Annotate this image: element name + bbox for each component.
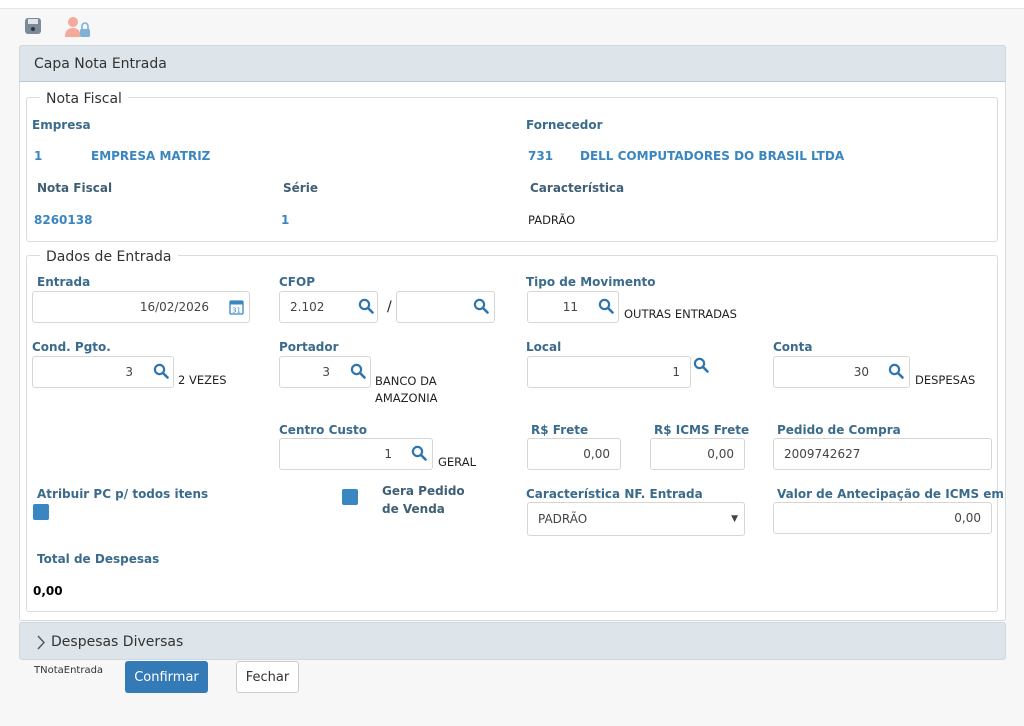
nota-fiscal-legend: Nota Fiscal <box>40 91 128 107</box>
cond-pgto-desc: 2 VEZES <box>178 373 227 387</box>
user-lock-icon[interactable] <box>64 16 92 38</box>
antecipacao-input[interactable]: 0,00 <box>773 502 992 534</box>
dados-entrada-legend: Dados de Entrada <box>40 249 178 265</box>
nota-value: 8260138 <box>34 213 93 227</box>
empresa-label: Empresa <box>32 118 91 132</box>
centro-custo-label: Centro Custo <box>279 423 368 437</box>
caracteristica-nf-selected: PADRÃO <box>538 512 588 526</box>
search-icon[interactable] <box>473 298 489 314</box>
caracteristica-label: Característica <box>530 181 625 195</box>
fornecedor-name: DELL COMPUTADORES DO BRASIL LTDA <box>580 149 845 163</box>
cfop-separator: / <box>387 299 392 315</box>
caracteristica-nf-select[interactable]: PADRÃO ▼ <box>527 502 745 536</box>
despesas-diversas-header[interactable] <box>19 622 1006 660</box>
caracteristica-nf-label: Característica NF. Entrada <box>526 487 703 501</box>
svg-text:31: 31 <box>232 307 241 315</box>
confirm-button[interactable]: Confirmar <box>125 661 208 693</box>
nota-label: Nota Fiscal <box>37 181 113 195</box>
cfop-label: CFOP <box>279 275 315 289</box>
fornecedor-label: Fornecedor <box>526 118 603 132</box>
icms-frete-label: R$ ICMS Frete <box>654 423 750 437</box>
atribuir-pc-label: Atribuir PC p/ todos itens <box>37 487 209 501</box>
search-icon[interactable] <box>358 298 374 314</box>
frete-label: R$ Frete <box>531 423 589 437</box>
search-icon[interactable] <box>350 363 366 379</box>
entrada-date-input[interactable]: 16/02/2026 <box>32 291 250 323</box>
cond-pgto-input[interactable]: 3 <box>32 356 174 388</box>
search-icon[interactable] <box>153 363 169 379</box>
serie-value: 1 <box>281 213 290 227</box>
local-input[interactable]: 1 <box>527 356 691 388</box>
nota-fiscal-fieldset <box>26 97 998 242</box>
gera-pedido-checkbox[interactable] <box>342 489 358 505</box>
entrada-label: Entrada <box>37 275 91 289</box>
tipo-movimento-label: Tipo de Movimento <box>526 275 656 289</box>
total-despesas-value: 0,00 <box>33 584 63 598</box>
portador-label: Portador <box>279 340 339 354</box>
search-icon[interactable] <box>888 363 904 379</box>
centro-custo-desc: GERAL <box>438 455 476 469</box>
top-bar <box>0 0 1024 9</box>
conta-desc: DESPESAS <box>915 373 976 387</box>
serie-label: Série <box>283 181 318 195</box>
pedido-compra-label: Pedido de Compra <box>777 423 901 437</box>
cond-pgto-label: Cond. Pgto. <box>32 340 111 354</box>
search-icon[interactable] <box>598 298 614 314</box>
portador-desc: BANCO DA AMAZONIA <box>375 374 438 405</box>
atribuir-pc-checkbox[interactable] <box>33 504 49 520</box>
close-button[interactable]: Fechar <box>236 661 299 693</box>
empresa-code: 1 <box>34 149 43 163</box>
cfop-input[interactable]: 2.102 <box>279 291 378 323</box>
save-icon[interactable] <box>24 17 42 35</box>
empresa-name: EMPRESA MATRIZ <box>91 149 211 163</box>
despesas-diversas-title[interactable]: Despesas Diversas <box>51 634 184 650</box>
form-name: TNotaEntrada <box>34 665 104 676</box>
gera-pedido-label: Gera Pedido de Venda <box>382 484 465 516</box>
icms-frete-input[interactable]: 0,00 <box>650 438 745 470</box>
search-icon[interactable] <box>693 357 709 373</box>
search-icon[interactable] <box>411 445 427 461</box>
frete-input[interactable]: 0,00 <box>527 438 621 470</box>
panel-title: Capa Nota Entrada <box>34 56 167 72</box>
centro-custo-input[interactable]: 1 <box>279 438 433 470</box>
panel-header <box>19 45 1006 82</box>
total-despesas-label: Total de Despesas <box>37 552 160 566</box>
local-label: Local <box>526 340 562 354</box>
cfop2-input[interactable] <box>396 291 495 323</box>
dropdown-arrow-icon: ▼ <box>731 514 738 524</box>
pedido-compra-input[interactable]: 2009742627 <box>773 438 992 470</box>
tipo-movimento-desc: OUTRAS ENTRADAS <box>624 307 737 321</box>
fornecedor-code: 731 <box>528 149 554 163</box>
caracteristica-value: PADRÃO <box>528 213 576 227</box>
conta-input[interactable]: 30 <box>773 356 910 388</box>
portador-input[interactable]: 3 <box>279 356 371 388</box>
chevron-right-icon[interactable] <box>36 635 46 650</box>
conta-label: Conta <box>773 340 813 354</box>
calendar-icon[interactable]: 31 <box>229 299 244 315</box>
tipo-movimento-input[interactable]: 11 <box>527 291 619 323</box>
